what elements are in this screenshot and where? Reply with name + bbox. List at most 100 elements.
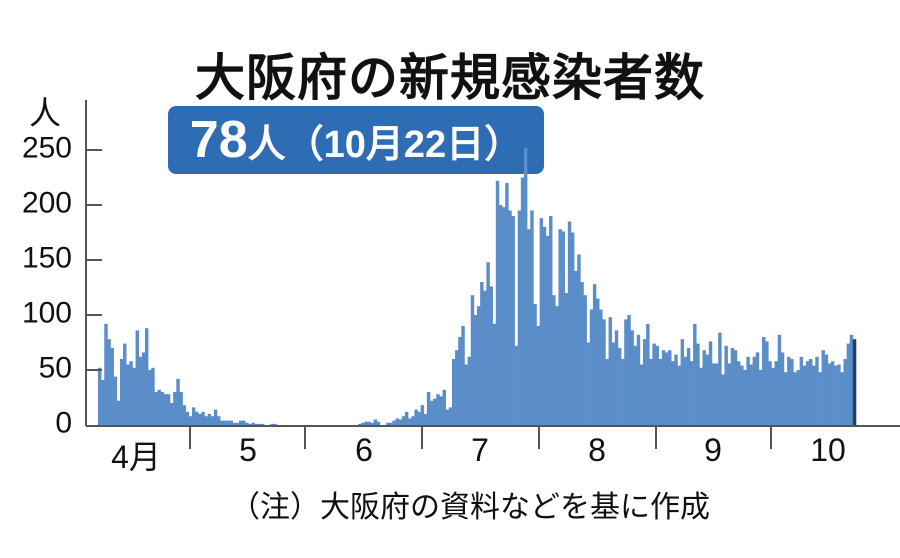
daily-bar [852,339,857,425]
daily-bar [455,350,459,425]
daily-bar [439,396,443,425]
x-tick-label: 5 [239,432,257,468]
daily-bar [260,423,265,425]
daily-bar [364,421,368,425]
chart-title: 大阪府の新規感染者数 [195,49,705,107]
daily-bar [495,180,500,425]
daily-bar [132,367,136,425]
x-tick-label: 4月 [111,439,161,475]
daily-bar [129,361,133,425]
daily-bar [229,420,233,425]
daily-bar [724,345,728,425]
daily-bar [664,352,669,425]
daily-bar [201,411,205,425]
daily-bar [689,361,694,425]
latest-count-value: 78 [189,111,248,169]
daily-bar [805,361,810,425]
daily-bar [699,367,703,425]
daily-bar [461,326,465,425]
daily-bar [395,418,399,425]
daily-bar [536,326,540,425]
daily-bar [119,359,124,425]
daily-bar [802,365,807,425]
daily-bar [630,330,634,425]
daily-bar [198,414,202,425]
daily-bar [702,350,706,425]
daily-bar [574,271,578,425]
daily-bar [711,363,716,425]
daily-bar [433,398,437,425]
daily-bar [173,392,177,425]
daily-bar [417,411,421,425]
daily-bar [580,282,584,425]
daily-bar [733,350,738,425]
daily-bar [577,254,581,425]
y-tick-label: 50 [38,351,72,385]
daily-bar [238,420,243,425]
daily-bar [843,359,847,425]
daily-bar [646,323,650,425]
daily-bar [655,345,659,425]
daily-bar [464,364,468,425]
daily-bar [270,423,274,425]
daily-bar [204,416,208,425]
daily-bar [586,342,591,425]
daily-bar [696,343,700,425]
daily-bar [611,342,616,425]
daily-bar [542,227,547,425]
daily-bar [539,218,544,425]
daily-bar [677,365,681,425]
daily-bar [686,348,691,425]
daily-bar [740,365,744,425]
daily-bar [545,235,550,425]
daily-bar [736,361,741,425]
daily-bar [846,343,851,425]
source-note: （注）大阪府の資料などを基に作成 [230,490,710,525]
daily-bar [815,356,819,425]
daily-bar [520,177,525,425]
daily-bar [217,416,221,425]
daily-bar [104,323,108,425]
daily-bar [477,306,481,425]
daily-bar [511,216,515,425]
bar-series [98,147,857,426]
daily-bar [567,221,572,425]
daily-bar [749,364,753,425]
daily-bar [621,359,625,425]
daily-bar [721,374,725,425]
daily-bar [633,345,638,425]
daily-bar [426,392,431,425]
daily-bar [398,419,403,425]
daily-bar [668,350,672,425]
daily-bar [812,365,816,425]
daily-bar [530,210,534,425]
daily-bar [195,411,199,425]
daily-bar [254,423,259,425]
daily-bar [680,339,685,425]
daily-bar [135,330,140,425]
daily-bar [561,231,565,425]
daily-bar [489,286,493,425]
daily-bar [674,354,678,425]
daily-bar [608,317,612,425]
daily-bar [643,339,647,425]
y-tick-label: 150 [21,241,72,275]
daily-bar [683,356,688,425]
daily-bar [248,423,252,425]
daily-bar [834,365,838,425]
daily-bar [517,210,522,425]
daily-bar [126,364,130,425]
daily-bar [207,414,212,425]
daily-bar [549,216,553,425]
daily-bar [768,361,772,425]
daily-bar [210,416,215,425]
daily-bar [671,361,675,425]
daily-bar [436,394,440,425]
daily-bar [639,364,644,425]
daily-bar [191,407,196,425]
daily-bar [624,319,628,425]
daily-bar [614,330,619,425]
latest-count-badge: 78 人 （10月22日） [168,106,544,174]
daily-bar [245,422,249,425]
daily-bar [796,370,800,425]
